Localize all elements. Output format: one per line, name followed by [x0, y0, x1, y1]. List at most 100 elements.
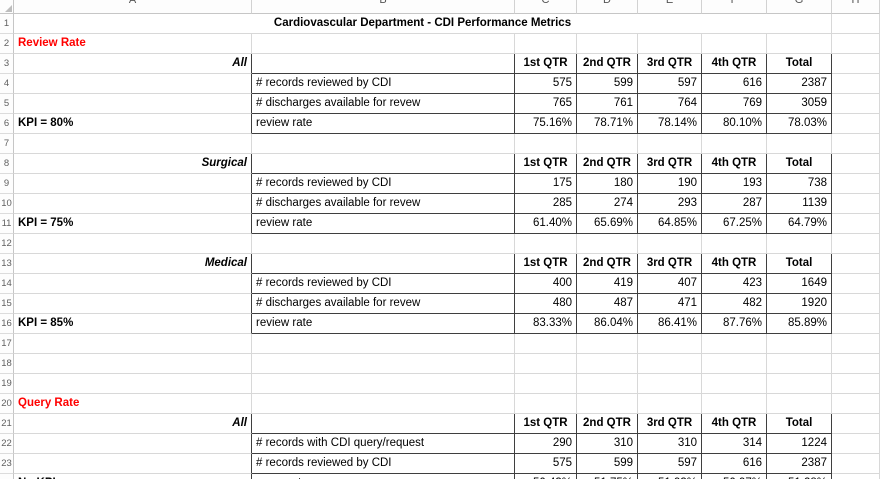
cell-B6[interactable]: review rate	[252, 114, 515, 134]
cell-C3[interactable]: 1st QTR	[515, 54, 577, 74]
cell-A3[interactable]: All	[14, 54, 252, 74]
cell-A24[interactable]: No KPI	[14, 474, 252, 479]
cell-H1[interactable]	[832, 14, 880, 34]
cell-E6[interactable]: 78.14%	[638, 114, 702, 134]
row-header-23[interactable]: 23	[0, 454, 14, 474]
cell-C21[interactable]: 1st QTR	[515, 414, 577, 434]
column-header-C[interactable]: C	[515, 0, 577, 14]
cell-A22[interactable]	[14, 434, 252, 454]
row-header-18[interactable]: 18	[0, 354, 14, 374]
cell-A12[interactable]	[14, 234, 252, 254]
cell-H7[interactable]	[832, 134, 880, 154]
cell-G4[interactable]: 2387	[767, 74, 832, 94]
cell-H14[interactable]	[832, 274, 880, 294]
cell-E9[interactable]: 190	[638, 174, 702, 194]
cell-F18[interactable]	[702, 354, 767, 374]
cell-H18[interactable]	[832, 354, 880, 374]
cell-E8[interactable]: 3rd QTR	[638, 154, 702, 174]
cell-C11[interactable]: 61.40%	[515, 214, 577, 234]
cell-G14[interactable]: 1649	[767, 274, 832, 294]
cell-D9[interactable]: 180	[577, 174, 638, 194]
cell-H6[interactable]	[832, 114, 880, 134]
row-header-6[interactable]: 6	[0, 114, 14, 134]
cell-D7[interactable]	[577, 134, 638, 154]
cell-F24[interactable]: 50.97%	[702, 474, 767, 479]
cell-A6[interactable]: KPI = 80%	[14, 114, 252, 134]
cell-E11[interactable]: 64.85%	[638, 214, 702, 234]
cell-B7[interactable]	[252, 134, 515, 154]
row-header-20[interactable]: 20	[0, 394, 14, 414]
cell-C16[interactable]: 83.33%	[515, 314, 577, 334]
cell-F17[interactable]	[702, 334, 767, 354]
cell-B8[interactable]	[252, 154, 515, 174]
cell-D11[interactable]: 65.69%	[577, 214, 638, 234]
cell-B22[interactable]: # records with CDI query/request	[252, 434, 515, 454]
cell-C12[interactable]	[515, 234, 577, 254]
cell-A8[interactable]: Surgical	[14, 154, 252, 174]
column-header-A[interactable]: A	[14, 0, 252, 14]
cell-B16[interactable]: review rate	[252, 314, 515, 334]
cell-G17[interactable]	[767, 334, 832, 354]
cell-H22[interactable]	[832, 434, 880, 454]
cell-G24[interactable]: 51.28%	[767, 474, 832, 479]
cell-G2[interactable]	[767, 34, 832, 54]
cell-A23[interactable]	[14, 454, 252, 474]
cell-H13[interactable]	[832, 254, 880, 274]
cell-H15[interactable]	[832, 294, 880, 314]
cell-B10[interactable]: # discharges available for revew	[252, 194, 515, 214]
cell-D14[interactable]: 419	[577, 274, 638, 294]
cell-A16[interactable]: KPI = 85%	[14, 314, 252, 334]
cell-F12[interactable]	[702, 234, 767, 254]
column-header-B[interactable]: B	[252, 0, 515, 14]
cell-E4[interactable]: 597	[638, 74, 702, 94]
row-header-21[interactable]: 21	[0, 414, 14, 434]
cell-C10[interactable]: 285	[515, 194, 577, 214]
cell-E23[interactable]: 597	[638, 454, 702, 474]
row-header-19[interactable]: 19	[0, 374, 14, 394]
cell-H8[interactable]	[832, 154, 880, 174]
cell-A20[interactable]: Query Rate	[14, 394, 252, 414]
column-header-F[interactable]: F	[702, 0, 767, 14]
cell-G20[interactable]	[767, 394, 832, 414]
cell-C24[interactable]: 50.43%	[515, 474, 577, 479]
cell-H4[interactable]	[832, 74, 880, 94]
cell-E17[interactable]	[638, 334, 702, 354]
cell-A10[interactable]	[14, 194, 252, 214]
cell-G12[interactable]	[767, 234, 832, 254]
cell-F2[interactable]	[702, 34, 767, 54]
cell-B14[interactable]: # records reviewed by CDI	[252, 274, 515, 294]
cell-A5[interactable]	[14, 94, 252, 114]
column-header-D[interactable]: D	[577, 0, 638, 14]
cell-G22[interactable]: 1224	[767, 434, 832, 454]
cell-G7[interactable]	[767, 134, 832, 154]
cell-E22[interactable]: 310	[638, 434, 702, 454]
cell-E13[interactable]: 3rd QTR	[638, 254, 702, 274]
row-header-7[interactable]: 7	[0, 134, 14, 154]
cell-B2[interactable]	[252, 34, 515, 54]
row-header-13[interactable]: 13	[0, 254, 14, 274]
cell-A17[interactable]	[14, 334, 252, 354]
cell-D8[interactable]: 2nd QTR	[577, 154, 638, 174]
cell-C15[interactable]: 480	[515, 294, 577, 314]
cell-B21[interactable]	[252, 414, 515, 434]
cell-C2[interactable]	[515, 34, 577, 54]
cell-A4[interactable]	[14, 74, 252, 94]
cell-D3[interactable]: 2nd QTR	[577, 54, 638, 74]
cell-H3[interactable]	[832, 54, 880, 74]
cell-G9[interactable]: 738	[767, 174, 832, 194]
cell-H20[interactable]	[832, 394, 880, 414]
cell-D17[interactable]	[577, 334, 638, 354]
cell-G16[interactable]: 85.89%	[767, 314, 832, 334]
cell-A19[interactable]	[14, 374, 252, 394]
cell-G5[interactable]: 3059	[767, 94, 832, 114]
row-header-10[interactable]: 10	[0, 194, 14, 214]
cell-C7[interactable]	[515, 134, 577, 154]
cell-D2[interactable]	[577, 34, 638, 54]
cell-C17[interactable]	[515, 334, 577, 354]
cell-C8[interactable]: 1st QTR	[515, 154, 577, 174]
cell-E18[interactable]	[638, 354, 702, 374]
cell-H12[interactable]	[832, 234, 880, 254]
cell-D20[interactable]	[577, 394, 638, 414]
column-header-E[interactable]: E	[638, 0, 702, 14]
cell-C9[interactable]: 175	[515, 174, 577, 194]
